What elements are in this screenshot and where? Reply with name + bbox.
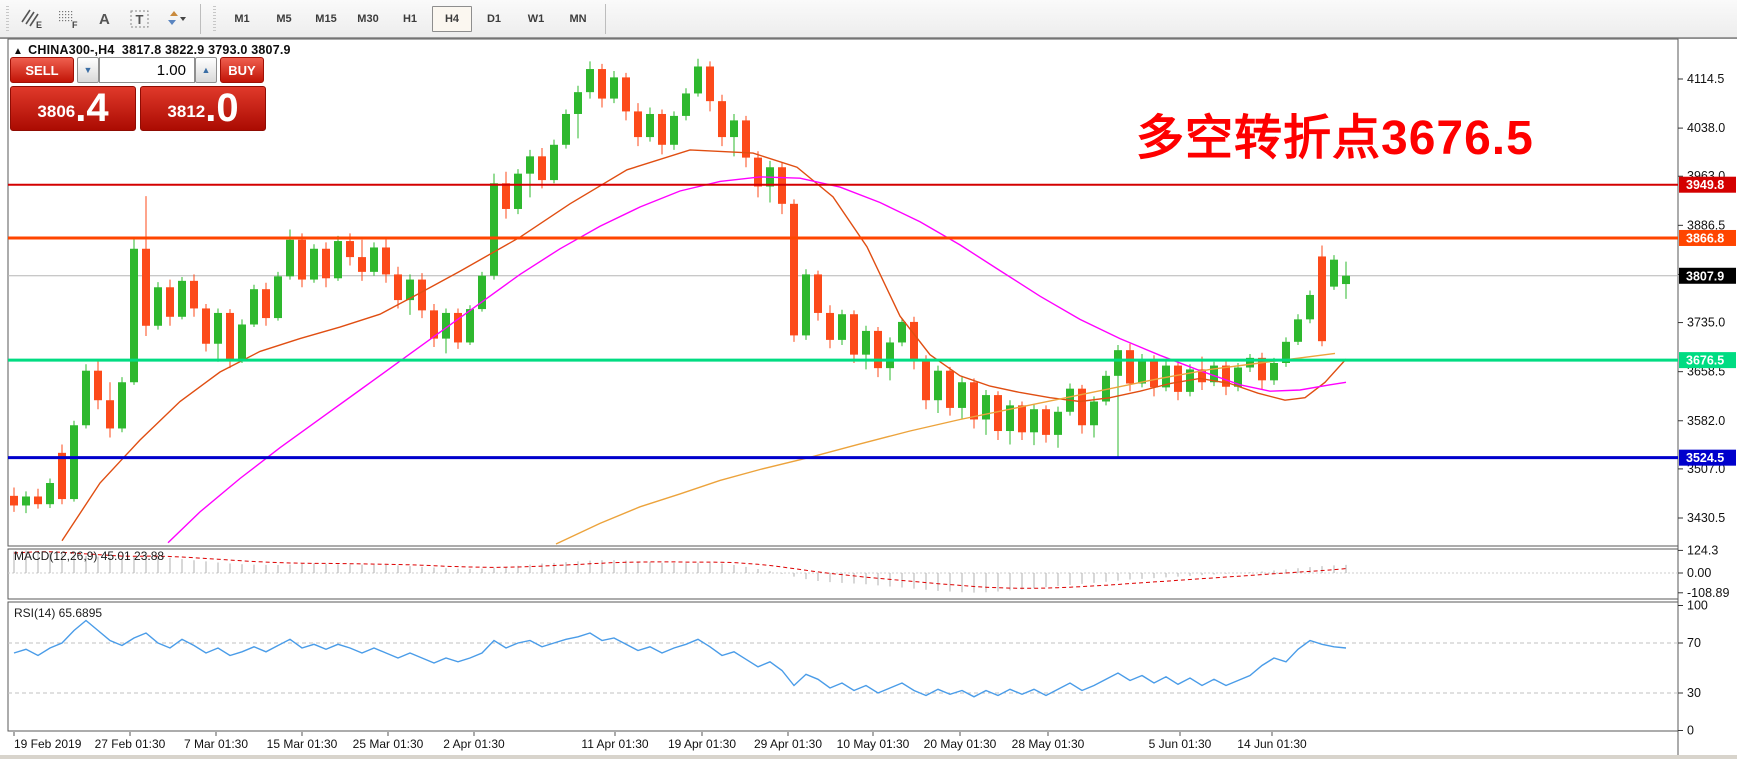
date-label: 11 Apr 01:30	[581, 737, 648, 751]
moving-averages	[61, 149, 1347, 545]
date-label: 14 Jun 01:30	[1237, 737, 1307, 751]
price-line-badge	[1679, 267, 1736, 284]
date-label: 19 Apr 01:30	[668, 737, 736, 751]
timeframe-button-W1[interactable]: W1	[527, 12, 545, 25]
price-line-badge	[1679, 352, 1736, 369]
date-label: 27 Feb 01:30	[95, 737, 166, 751]
volume-decrease-button[interactable]: ▼	[77, 57, 99, 83]
date-label: 28 May 01:30	[1012, 737, 1085, 751]
text-label-icon[interactable]: A	[87, 4, 121, 34]
svg-text:30: 30	[1687, 686, 1701, 700]
rsi-line	[13, 619, 1347, 698]
svg-text:3866.8: 3866.8	[1686, 231, 1724, 245]
timeframe-button-M15[interactable]: M15	[315, 12, 337, 25]
date-label: 29 Apr 01:30	[754, 737, 822, 751]
date-axis: 19 Feb 2019 27 Feb 01:30 7 Mar 01:30 15 Mar…	[13, 732, 1307, 751]
svg-text:3582.0: 3582.0	[1687, 414, 1725, 428]
one-click-trade-panel: SELL ▼ ▲ BUY 3806.4 3812.0	[10, 57, 268, 131]
timeframe-button-H4[interactable]: H4	[432, 5, 472, 32]
chart-title: ▲ CHINA300-,H4 3817.8 3822.9 3793.0 3807.…	[13, 43, 291, 57]
buy-price-display[interactable]: 3812.0	[140, 86, 266, 131]
svg-text:124.3: 124.3	[1687, 543, 1718, 557]
date-label: 7 Mar 01:30	[184, 737, 248, 751]
buy-price-main: 3812	[167, 102, 206, 121]
rsi-panel	[8, 619, 1678, 698]
svg-text:3807.9: 3807.9	[1686, 269, 1724, 283]
date-label: 20 May 01:30	[924, 737, 997, 751]
date-label: 10 May 01:30	[837, 737, 910, 751]
svg-text:3735.0: 3735.0	[1687, 316, 1725, 330]
price-line-badge	[1679, 449, 1736, 466]
sell-price-main: 3806	[37, 102, 76, 121]
timeframe-button-group: M1 M5 M15 M30 H1 H4 D1 W1 MN	[221, 5, 599, 32]
svg-text:4038.0: 4038.0	[1687, 121, 1725, 135]
svg-text:0.00: 0.00	[1687, 566, 1711, 580]
panel-frames	[0, 38, 1737, 759]
macd-panel	[8, 550, 1678, 593]
svg-text:100: 100	[1687, 599, 1708, 613]
fibonacci-grid-icon[interactable]: F	[51, 4, 85, 34]
timeframe-button-M1[interactable]: M1	[234, 12, 250, 25]
svg-text:3949.8: 3949.8	[1686, 178, 1724, 192]
svg-text:F: F	[72, 20, 78, 30]
date-label: 2 Apr 01:30	[443, 737, 505, 751]
buy-button[interactable]: BUY	[220, 57, 264, 83]
timeframe-button-M30[interactable]: M30	[357, 12, 379, 25]
toolbar: E F A T M1 M5 M15 M30 H1 H4 D1 W1 MN	[0, 0, 1737, 38]
svg-text:A: A	[99, 11, 110, 28]
timeframe-button-H1[interactable]: H1	[402, 12, 418, 25]
arrange-arrows-icon[interactable]	[159, 4, 193, 34]
price-line-badge	[1679, 229, 1736, 246]
price-axis: 4114.54038.03963.03886.53810.03735.03658…	[1678, 72, 1736, 738]
indicators-list-icon[interactable]: E	[15, 4, 49, 34]
timeframe-button-MN[interactable]: MN	[569, 12, 587, 25]
buy-price-fraction: .0	[205, 86, 239, 130]
toolbar-separator-2	[605, 3, 606, 34]
svg-text:T: T	[136, 12, 144, 27]
volume-input[interactable]	[99, 57, 195, 83]
svg-text:3676.5: 3676.5	[1686, 354, 1724, 368]
ma-mid-line	[167, 176, 1347, 544]
svg-text:E: E	[36, 20, 42, 30]
macd-indicator-label: MACD(12,26,9) 45.01 23.88	[14, 549, 165, 563]
timeframe-button-M5[interactable]: M5	[276, 12, 292, 25]
date-label: 25 Mar 01:30	[353, 737, 424, 751]
svg-text:3430.5: 3430.5	[1687, 511, 1725, 525]
ohlc-values: 3817.8 3822.9 3793.0 3807.9	[121, 43, 291, 57]
date-label: 15 Mar 01:30	[267, 737, 338, 751]
price-line-badge	[1679, 176, 1736, 193]
sell-price-display[interactable]: 3806.4	[10, 86, 136, 131]
text-box-icon[interactable]: T	[123, 4, 157, 34]
collapse-arrow-icon[interactable]: ▲	[13, 46, 24, 57]
toolbar-separator	[200, 3, 201, 34]
svg-text:3524.5: 3524.5	[1686, 451, 1724, 465]
ma-slow-line	[555, 352, 1336, 545]
svg-text:4114.5: 4114.5	[1687, 72, 1724, 86]
sell-price-fraction: .4	[75, 86, 109, 130]
svg-text:3658.5: 3658.5	[1687, 365, 1725, 379]
toolbar-grip[interactable]	[6, 5, 11, 32]
date-label: 19 Feb 2019	[14, 737, 82, 751]
symbol-name: CHINA300-,H4	[28, 43, 115, 57]
ma-fast-line	[61, 149, 1347, 542]
macd-signal-line	[13, 551, 1347, 589]
svg-text:3886.5: 3886.5	[1687, 218, 1725, 232]
svg-text:70: 70	[1687, 636, 1701, 650]
horizontal-level-lines	[8, 183, 1678, 460]
volume-increase-button[interactable]: ▲	[195, 57, 217, 83]
svg-text:0: 0	[1687, 724, 1694, 738]
sell-button[interactable]: SELL	[10, 57, 74, 83]
date-label: 5 Jun 01:30	[1149, 737, 1212, 751]
rsi-indicator-label: RSI(14) 65.6895	[14, 606, 103, 620]
toolbar-grip-2[interactable]	[213, 5, 218, 32]
timeframe-button-D1[interactable]: D1	[486, 12, 502, 25]
svg-text:-108.89: -108.89	[1687, 586, 1729, 600]
chart-text-annotation: 多空转折点3676.5	[1136, 112, 1534, 165]
